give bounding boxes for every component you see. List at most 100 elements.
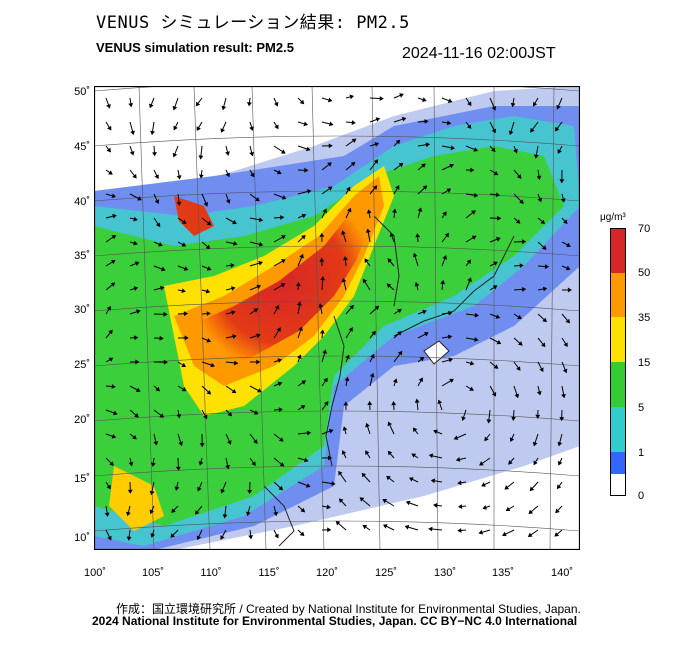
wind-arrowhead: [233, 241, 238, 246]
lat-tick-35: 35˚: [74, 250, 90, 262]
wind-arrowhead: [474, 337, 479, 342]
wind-arrowhead: [232, 219, 237, 225]
wind-arrowhead: [442, 255, 447, 260]
wind-arrowhead: [374, 141, 380, 147]
wind-arrowhead: [404, 524, 410, 530]
wind-arrowhead: [556, 484, 562, 490]
wind-arrowhead: [428, 453, 434, 459]
wind-arrowhead: [518, 341, 523, 346]
wind-arrowhead: [541, 342, 546, 348]
wind-arrowhead: [183, 266, 189, 271]
wind-arrowhead: [206, 221, 212, 226]
wind-arrowhead: [303, 121, 309, 127]
wind-arrowhead: [249, 151, 254, 157]
wind-arrowhead: [307, 189, 312, 194]
wind-arrowhead: [130, 130, 135, 136]
wind-arrowhead: [492, 285, 498, 290]
legend-tick-15: 15: [638, 357, 651, 369]
wind-arrowhead: [225, 172, 230, 178]
colorbar-band-35: [610, 317, 626, 362]
wind-arrowhead: [481, 482, 486, 487]
colorbar-band-50: [610, 273, 626, 317]
wind-arrowhead: [504, 485, 510, 490]
wind-arrowhead: [106, 305, 112, 311]
wind-arrowhead: [253, 308, 259, 313]
wind-arrowhead: [327, 97, 333, 103]
wind-arrowhead: [517, 314, 522, 320]
wind-arrowhead: [301, 380, 306, 385]
wind-arrowhead: [530, 127, 535, 133]
wind-arrowhead: [183, 311, 189, 317]
coastline-vietnam: [263, 485, 295, 547]
wind-arrowhead: [557, 441, 563, 447]
wind-arrowhead: [258, 260, 263, 266]
wind-arrowhead: [245, 511, 251, 517]
wind-arrowhead: [126, 536, 132, 541]
wind-arrowhead: [338, 498, 344, 503]
wind-arrowhead: [323, 377, 328, 383]
wind-arrowhead: [448, 357, 453, 363]
wind-arrowhead: [295, 282, 301, 287]
wind-arrowhead: [231, 388, 237, 394]
wind-arrowhead: [565, 318, 571, 324]
wind-arrowhead: [373, 159, 379, 164]
lat-tick-25: 25˚: [74, 359, 90, 371]
wind-arrowhead: [256, 284, 262, 290]
wind-arrowhead: [327, 186, 333, 191]
wind-arrowhead: [104, 512, 110, 517]
colorbar: [610, 228, 626, 496]
wind-arrowhead: [389, 232, 395, 238]
wind-arrowhead: [106, 147, 111, 153]
wind-arrowhead: [248, 535, 254, 540]
wind-arrowhead: [163, 359, 168, 365]
wind-arrowhead: [158, 242, 163, 247]
wind-arrowhead: [364, 258, 369, 264]
wind-arrowhead: [425, 142, 431, 148]
wind-arrowhead: [557, 149, 562, 154]
title-english: VENUS simulation result: PM2.5: [96, 40, 294, 55]
wind-arrowhead: [422, 97, 427, 102]
wind-arrowhead: [540, 219, 546, 225]
wind-arrowhead: [505, 506, 511, 511]
wind-arrowhead: [563, 219, 568, 225]
wind-arrowhead: [327, 527, 332, 533]
wind-arrowhead: [159, 335, 164, 341]
wind-arrowhead: [418, 377, 423, 383]
wind-arrowhead: [155, 222, 161, 228]
wind-arrowhead: [111, 384, 116, 389]
wind-arrowhead: [133, 286, 139, 291]
wind-arrowhead: [508, 130, 514, 136]
map-canvas: [94, 86, 580, 550]
wind-arrowhead: [382, 524, 388, 529]
wind-arrowhead: [497, 215, 502, 221]
wind-arrowhead: [258, 241, 264, 247]
wind-arrowhead: [170, 533, 176, 538]
wind-arrowhead: [471, 210, 476, 215]
wind-arrowhead: [515, 219, 521, 224]
wind-arrowhead: [466, 124, 472, 129]
wind-arrowhead: [387, 450, 393, 456]
wind-arrowhead: [534, 154, 539, 159]
wind-arrowhead: [230, 262, 235, 268]
wind-arrowhead: [351, 120, 356, 126]
wind-arrowhead: [349, 94, 355, 100]
wind-arrowhead: [346, 207, 352, 213]
wind-arrowhead: [246, 102, 252, 107]
wind-arrowhead: [510, 102, 516, 108]
wind-arrowhead: [172, 105, 178, 111]
wind-arrowhead: [220, 128, 226, 133]
wind-arrowhead: [176, 175, 182, 180]
wind-arrowhead: [386, 283, 392, 289]
wind-arrowhead: [206, 311, 211, 317]
wind-arrowhead: [327, 162, 332, 167]
wind-arrowhead: [491, 106, 497, 111]
wind-arrowhead: [529, 486, 535, 492]
wind-arrowhead: [198, 461, 204, 466]
wind-arrowhead: [328, 143, 333, 149]
wind-arrowhead: [299, 531, 305, 537]
wind-arrowhead: [433, 429, 438, 434]
wind-arrowhead: [361, 472, 367, 478]
wind-arrowhead: [196, 535, 202, 541]
wind-arrowhead: [111, 193, 117, 199]
wind-arrowhead: [274, 101, 279, 107]
